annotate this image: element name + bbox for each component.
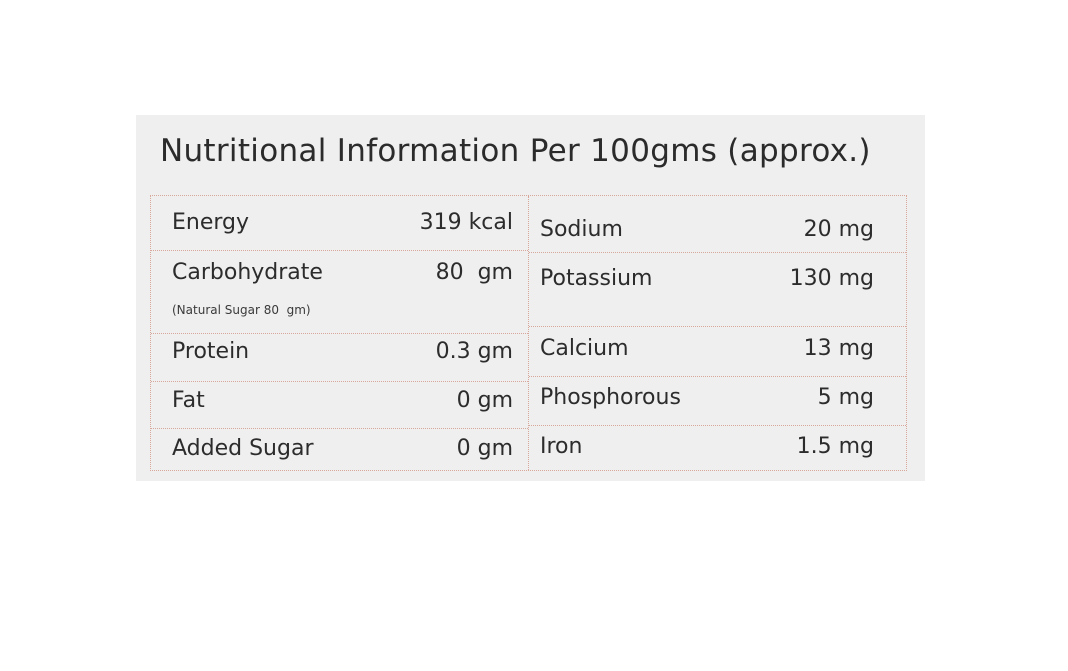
- nutrient-note-natural-sugar: (Natural Sugar 80 gm): [172, 303, 311, 317]
- nutrient-value-iron: 1.5 mg: [796, 434, 874, 459]
- nutrient-label-added-sugar: Added Sugar: [172, 436, 314, 461]
- nutrient-label-carbohydrate: Carbohydrate: [172, 260, 323, 285]
- nutrient-value-energy: 319 kcal: [419, 210, 513, 235]
- row-divider: [529, 376, 906, 377]
- column-divider: [528, 196, 529, 470]
- row-divider: [151, 381, 528, 382]
- nutrition-table: Energy 319 kcal Carbohydrate 80 gm (Natu…: [150, 195, 907, 471]
- nutrient-label-sodium: Sodium: [540, 217, 623, 242]
- nutrient-label-potassium: Potassium: [540, 266, 653, 291]
- nutrient-value-protein: 0.3 gm: [435, 339, 513, 364]
- nutrient-value-fat: 0 gm: [456, 388, 513, 413]
- nutrient-value-potassium: 130 mg: [789, 266, 874, 291]
- nutrient-value-calcium: 13 mg: [803, 336, 874, 361]
- nutrient-value-carbohydrate: 80 gm: [435, 260, 513, 285]
- nutrient-label-iron: Iron: [540, 434, 583, 459]
- nutrient-value-sodium: 20 mg: [803, 217, 874, 242]
- nutrient-label-phosphorous: Phosphorous: [540, 385, 681, 410]
- nutrient-value-phosphorous: 5 mg: [817, 385, 874, 410]
- row-divider: [529, 252, 906, 253]
- nutrition-panel: Nutritional Information Per 100gms (appr…: [136, 115, 925, 481]
- nutrient-label-calcium: Calcium: [540, 336, 629, 361]
- row-divider: [529, 326, 906, 327]
- row-divider: [151, 333, 528, 334]
- row-divider: [151, 428, 528, 429]
- row-divider: [529, 425, 906, 426]
- nutrient-value-added-sugar: 0 gm: [456, 436, 513, 461]
- nutrient-label-energy: Energy: [172, 210, 250, 235]
- nutrient-label-protein: Protein: [172, 339, 250, 364]
- nutrient-label-fat: Fat: [172, 388, 205, 413]
- row-divider: [151, 250, 528, 251]
- nutrition-title: Nutritional Information Per 100gms (appr…: [160, 133, 871, 169]
